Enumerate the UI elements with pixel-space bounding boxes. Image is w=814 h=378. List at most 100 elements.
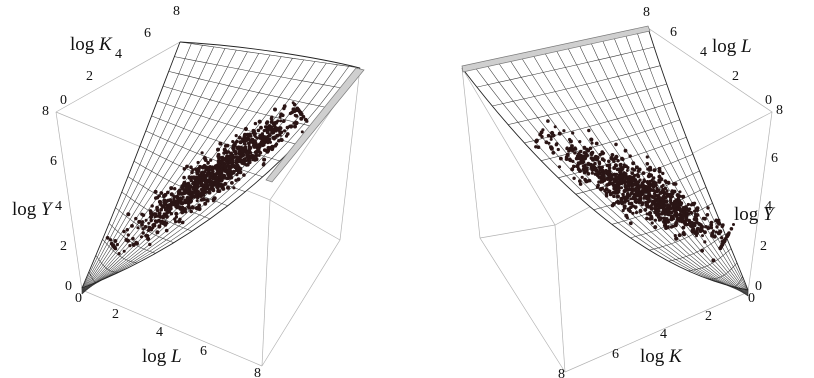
right-data-point (612, 194, 616, 198)
right-data-point (637, 180, 641, 184)
left-data-point (242, 161, 247, 166)
left-data-point (256, 128, 261, 133)
left-data-point (288, 111, 292, 116)
left-data-point (174, 220, 178, 224)
right-data-point (607, 183, 611, 186)
right-data-point (600, 157, 605, 162)
left-data-point (199, 182, 203, 186)
right-data-point (703, 230, 707, 235)
right-data-point (648, 192, 651, 196)
right-data-point (590, 171, 594, 175)
left-data-point (279, 130, 284, 134)
right-data-point (706, 206, 710, 210)
left-data-point (272, 135, 277, 140)
left-mesh-line (81, 53, 260, 295)
left-data-point (185, 195, 190, 200)
right-data-point (616, 159, 620, 163)
left-data-point (137, 219, 142, 224)
right-data-point (601, 175, 606, 180)
left-data-point (289, 124, 294, 129)
right-data-point (693, 209, 697, 213)
left-data-point (224, 149, 228, 153)
right-data-point (664, 226, 668, 231)
left-mesh-line (81, 45, 203, 291)
left-data-point (173, 187, 177, 191)
right-data-point (557, 165, 562, 169)
right-data-point (609, 175, 614, 180)
left-data-point (243, 126, 248, 132)
right-data-point (626, 181, 630, 185)
left-data-point (300, 130, 304, 134)
right-data-point (620, 156, 624, 161)
right-data-point (599, 178, 605, 183)
left-data-point (228, 174, 233, 179)
left-data-point (227, 167, 231, 172)
right-data-point (628, 221, 633, 226)
left-mesh-line (81, 46, 215, 292)
right-data-point (726, 232, 731, 236)
right-data-point (657, 204, 661, 209)
left-data-point (234, 158, 239, 163)
right-data-point (591, 163, 596, 168)
right-data-point (665, 203, 670, 208)
right-data-point (701, 216, 706, 221)
right-data-point (541, 128, 545, 132)
right-data-point (720, 236, 724, 240)
right-data-point (559, 156, 563, 161)
right-data-point (637, 184, 642, 189)
left-data-point (141, 231, 145, 235)
right-data-point (622, 178, 626, 183)
right-k-tick: 8 (558, 367, 565, 378)
left-data-point (255, 136, 259, 140)
left-data-point (157, 224, 162, 229)
left-data-point (257, 147, 261, 151)
right-data-point (672, 189, 677, 194)
left-data-point (174, 215, 178, 219)
left-data-point (209, 158, 213, 162)
right-data-point (625, 169, 629, 172)
right-data-point (675, 221, 679, 225)
right-data-point (593, 166, 598, 170)
right-data-point (694, 213, 699, 218)
left-data-point (265, 130, 270, 135)
right-data-point (701, 234, 704, 238)
right-data-point (647, 205, 651, 209)
left-data-point (232, 142, 237, 147)
left-data-point (262, 157, 267, 162)
left-data-point (163, 222, 168, 227)
right-data-point (620, 186, 624, 190)
left-data-point (196, 191, 200, 195)
right-data-point (570, 167, 575, 172)
right-data-point (556, 147, 560, 152)
right-data-point (631, 204, 636, 208)
left-mesh-line (81, 61, 316, 293)
right-data-point (629, 197, 633, 201)
left-data-point (157, 211, 162, 216)
right-data-point (703, 240, 707, 244)
left-data-point (146, 228, 151, 232)
right-mesh-line (636, 30, 749, 292)
left-data-point (105, 236, 110, 240)
right-data-point (723, 237, 728, 241)
left-data-point (277, 139, 281, 143)
left-data-point (253, 121, 258, 126)
left-data-point (257, 150, 262, 154)
right-data-point (565, 146, 569, 150)
left-data-point (225, 161, 229, 165)
left-data-point (221, 186, 226, 191)
left-data-point (131, 236, 135, 241)
left-data-point (126, 233, 130, 237)
left-data-point (195, 180, 199, 185)
right-data-point (612, 159, 616, 163)
right-data-point (568, 157, 572, 162)
right-data-point (666, 219, 670, 224)
left-data-point (178, 207, 182, 211)
right-data-point (690, 224, 695, 229)
left-y-tick: 0 (65, 279, 72, 294)
right-data-point (649, 216, 654, 220)
left-data-point (174, 211, 179, 216)
left-data-point (194, 186, 199, 190)
left-data-point (172, 195, 176, 199)
right-data-point (615, 194, 621, 199)
left-data-point (279, 138, 284, 142)
